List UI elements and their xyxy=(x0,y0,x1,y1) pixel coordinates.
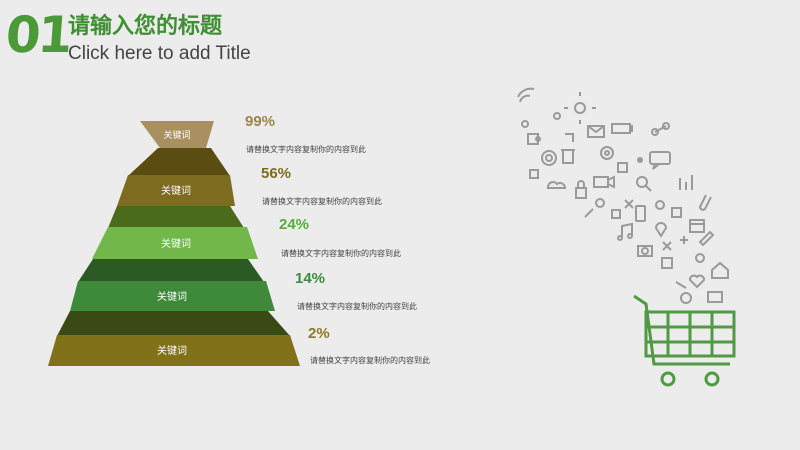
video-icon xyxy=(593,175,615,189)
at-icon xyxy=(541,150,557,166)
pin-icon xyxy=(654,222,668,238)
pyramid-percent-4: 14% xyxy=(295,270,326,287)
calendar-icon xyxy=(689,219,705,233)
chat-icon xyxy=(649,151,671,170)
pyramid-percent-5: 2% xyxy=(308,325,330,342)
pyramid-level-1[interactable] xyxy=(140,121,214,148)
puzzle-icon xyxy=(527,133,541,145)
search-icon xyxy=(636,176,652,192)
slide-title[interactable]: 请输入您的标题 xyxy=(68,14,223,39)
phone-icon xyxy=(635,205,646,222)
gear-icon xyxy=(600,146,614,160)
share-icon xyxy=(651,122,670,136)
heart-icon xyxy=(689,274,705,289)
cart-icon xyxy=(633,294,736,387)
pyramid-desc-1[interactable]: 请替换文字内容复制你的内容到此 xyxy=(246,145,366,154)
wifi-icon xyxy=(517,87,535,103)
sun-icon xyxy=(564,92,596,124)
pyramid-desc-5[interactable]: 请替换文字内容复制你的内容到此 xyxy=(310,356,430,365)
battery-icon xyxy=(611,123,633,134)
pyramid-label-1: 关键词 xyxy=(163,129,190,141)
pyramid-level-3[interactable] xyxy=(92,227,258,259)
pyramid-percent-1: 99% xyxy=(245,113,276,130)
pyramid-level-4[interactable] xyxy=(70,281,275,311)
cloud-icon xyxy=(547,181,567,189)
slide-subtitle[interactable]: Click here to add Title xyxy=(68,43,251,64)
pyramid-desc-3[interactable]: 请替换文字内容复制你的内容到此 xyxy=(281,249,401,258)
pyramid-label-3: 关键词 xyxy=(161,237,191,250)
pyramid-desc-4[interactable]: 请替换文字内容复制你的内容到此 xyxy=(297,302,417,311)
lock-icon xyxy=(575,180,587,199)
chart-icon xyxy=(679,175,693,190)
camera-icon xyxy=(637,245,653,257)
mail-icon xyxy=(587,125,605,138)
paperclip-icon xyxy=(698,194,712,211)
pyramid-level-2[interactable] xyxy=(117,175,235,206)
pyramid-connector-4 xyxy=(57,311,290,336)
pyramid-connector-3 xyxy=(78,259,264,282)
music-icon xyxy=(617,222,633,241)
pyramid-desc-2[interactable]: 请替换文字内容复制你的内容到此 xyxy=(262,197,382,206)
pyramid-label-4: 关键词 xyxy=(157,290,187,303)
pyramid-percent-2: 56% xyxy=(261,165,292,182)
pyramid-label-2: 关键词 xyxy=(161,184,191,197)
pyramid-connector-1 xyxy=(128,148,230,176)
pyramid-connector-2 xyxy=(108,206,244,228)
home-icon xyxy=(711,261,729,279)
pyramid-percent-3: 24% xyxy=(279,216,310,233)
pencil-icon xyxy=(698,230,715,247)
pyramid-label-5: 关键词 xyxy=(157,344,187,357)
pyramid-level-5[interactable] xyxy=(48,335,300,366)
trash-icon xyxy=(561,149,575,164)
